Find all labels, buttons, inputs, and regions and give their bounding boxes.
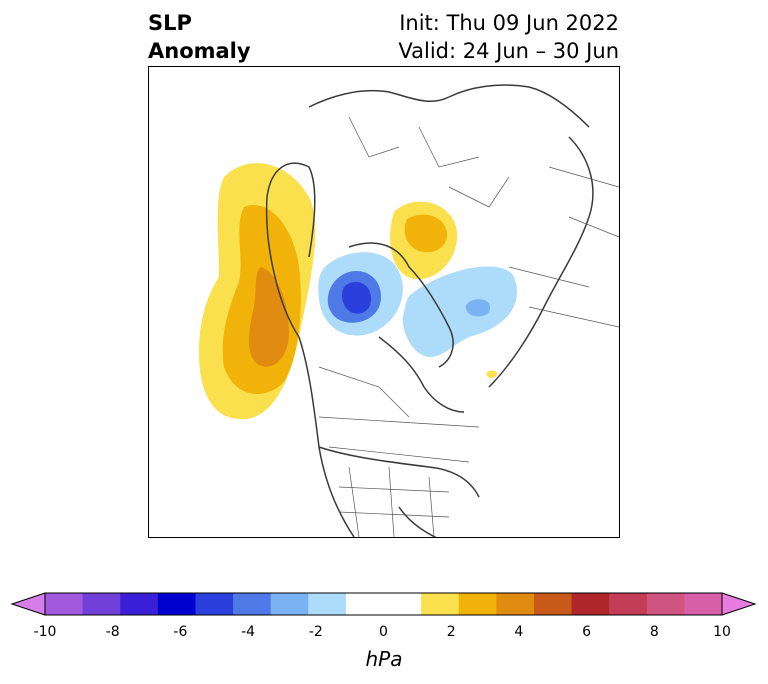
colorbar-cell — [45, 593, 84, 615]
colorbar-cell — [533, 593, 573, 615]
colorbar-cell — [233, 593, 272, 615]
colorbar-outline — [44, 592, 723, 616]
init-date: Init: Thu 09 Jun 2022 — [399, 11, 619, 35]
anomaly-scandinavia-high — [390, 201, 458, 280]
colorbar-cell — [195, 593, 234, 615]
colorbar-tick-label: 2 — [446, 624, 456, 640]
colorbar-cell — [157, 593, 196, 615]
colorbar-units: hPa — [365, 647, 403, 671]
anomaly-arctic-low — [318, 252, 403, 336]
colorbar-cell — [609, 593, 648, 615]
colorbar-cell — [82, 593, 121, 615]
colorbar-tick-label: -4 — [241, 624, 256, 640]
colorbar-cell — [496, 593, 535, 615]
date-info: Init: Thu 09 Jun 2022 Valid: 24 Jun – 30… — [398, 9, 619, 65]
colorbar-tick-label: -10 — [33, 624, 57, 640]
colorbar-tick-label: -2 — [308, 624, 323, 640]
colorbar-cell — [345, 593, 384, 615]
colorbar-tick-label: -6 — [173, 624, 188, 640]
anomaly-siberia-low — [402, 266, 517, 357]
colorbar-extend-high — [721, 592, 757, 616]
colorbar — [10, 592, 757, 616]
colorbar-tick-label: -8 — [105, 624, 120, 640]
colorbar-cell — [308, 593, 347, 615]
colorbar-cell — [270, 593, 309, 615]
title-line-1: SLP — [148, 11, 192, 35]
colorbar-tick-label: 6 — [582, 624, 592, 640]
map-panel — [148, 66, 620, 538]
colorbar-tick-label: 4 — [514, 624, 524, 640]
colorbar-extend-low — [10, 592, 46, 616]
colorbar-cell — [383, 593, 422, 615]
colorbar-cell — [571, 593, 610, 615]
colorbar-cell — [684, 593, 723, 615]
anomaly-small-spot — [486, 370, 498, 379]
colorbar-cell — [458, 593, 497, 615]
colorbar-cell — [646, 593, 685, 615]
anomaly-pacific-high — [199, 163, 316, 420]
map-title: SLP Anomaly — [148, 9, 251, 65]
colorbar-cell — [421, 593, 460, 615]
colorbar-tick-label: 0 — [379, 624, 388, 640]
colorbar-cells — [45, 593, 723, 615]
colorbar-tick-label: 10 — [713, 624, 731, 640]
political-borders — [318, 116, 619, 537]
colorbar-tick-label: 8 — [649, 624, 659, 640]
map-canvas — [199, 84, 619, 537]
title-line-2: Anomaly — [148, 39, 251, 63]
coastlines — [265, 84, 594, 537]
colorbar-cell — [120, 593, 159, 615]
valid-range: Valid: 24 Jun – 30 Jun — [398, 39, 619, 63]
